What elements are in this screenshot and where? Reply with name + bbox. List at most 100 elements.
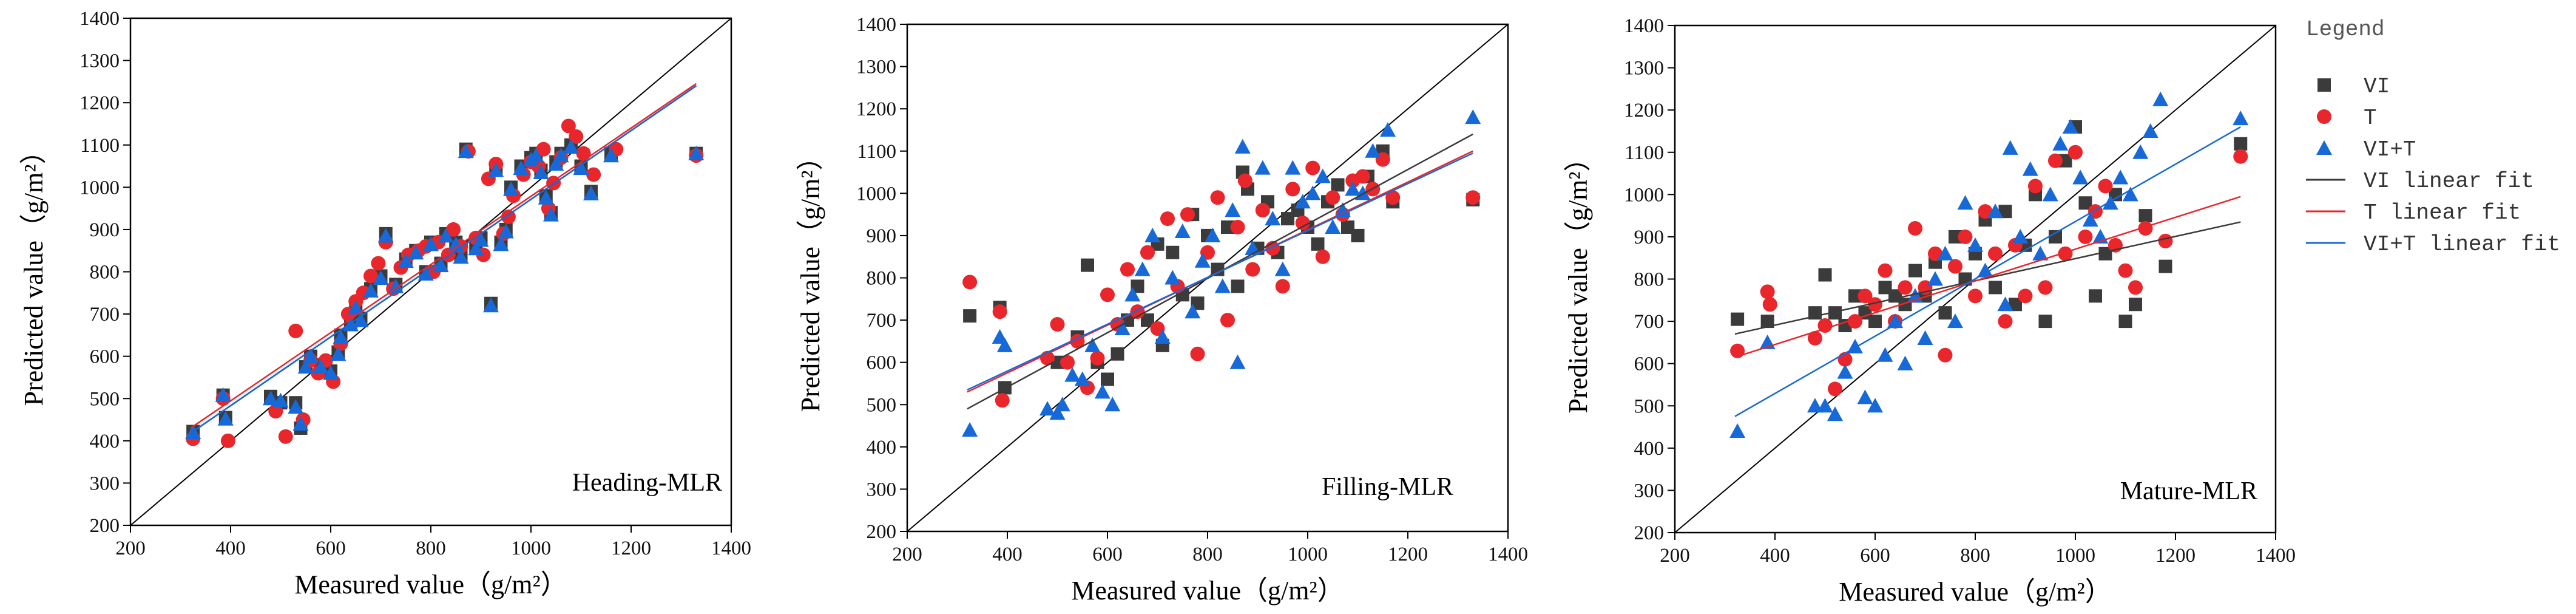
x-axis-label: Measured value（g/m²） (1071, 576, 1344, 605)
point-vit (468, 240, 484, 256)
x-tick-label: 200 (115, 537, 146, 559)
legend-label: VI (2364, 74, 2390, 99)
y-tick-label: 200 (1634, 522, 1665, 544)
point-vit (1205, 227, 1221, 242)
point-vit (453, 249, 469, 264)
x-tick-label: 1000 (2055, 545, 2095, 567)
point-t (2118, 263, 2133, 278)
series-vi (1731, 120, 2248, 333)
point-vi (1818, 268, 1832, 282)
y-tick-label: 300 (1634, 480, 1665, 502)
y-tick-label: 600 (1634, 353, 1665, 375)
point-vit (2072, 169, 2089, 185)
point-t (1908, 221, 1922, 236)
point-vit (1957, 195, 1973, 210)
point-vit (1927, 271, 1943, 286)
point-t (363, 268, 378, 284)
y-tick-label: 600 (867, 352, 897, 374)
point-t (1385, 190, 1401, 205)
point-t (1958, 229, 1973, 244)
point-vi (1191, 296, 1205, 310)
point-vit (1114, 321, 1131, 336)
point-vit (1937, 245, 1953, 261)
point-vit (603, 148, 619, 163)
point-vi (1166, 245, 1180, 259)
point-vit (1254, 160, 1271, 175)
point-t (1828, 381, 1842, 397)
point-vit (2142, 123, 2158, 138)
point-vit (373, 270, 389, 285)
point-vit (303, 348, 319, 363)
point-vit (2112, 169, 2129, 185)
panel-mature-mlr: 200 400 600 800 1000 1200 1400 200 300 400 500 600 7… (1563, 15, 2296, 607)
point-vi (2089, 289, 2102, 303)
y-tick-label: 400 (867, 437, 897, 459)
point-vi (2049, 230, 2062, 244)
point-vit (2102, 195, 2118, 210)
point-t (561, 118, 576, 134)
point-vit (503, 181, 519, 196)
point-vit (438, 228, 454, 243)
point-t (1050, 317, 1065, 332)
point-vi (1311, 237, 1325, 251)
series-vit (185, 139, 705, 439)
series-t (1730, 145, 2248, 397)
y-tick-label: 900 (90, 219, 120, 241)
y-tick-label: 300 (90, 472, 120, 494)
point-t (371, 256, 386, 271)
point-vit (2022, 161, 2038, 176)
point-vi (1211, 262, 1225, 276)
y-tick-label: 500 (867, 394, 897, 416)
point-vit (1174, 223, 1191, 239)
point-vi (2118, 315, 2132, 329)
point-vit (1807, 398, 1823, 413)
y-tick-label: 900 (1634, 227, 1665, 248)
point-vit (323, 365, 339, 380)
point-vit (348, 299, 364, 315)
point-vit (1104, 397, 1121, 412)
point-t (1868, 297, 1882, 312)
point-vit (377, 228, 394, 243)
point-t (1998, 314, 2013, 329)
point-t (536, 142, 551, 157)
y-tick-label: 1300 (79, 50, 120, 72)
point-vi (1731, 312, 1745, 326)
point-vi (1868, 315, 1882, 329)
y-tick-label: 600 (90, 346, 120, 368)
x-tick-label: 200 (1660, 545, 1690, 567)
point-t (1237, 173, 1253, 188)
point-t (1938, 347, 1953, 363)
point-vit (1947, 313, 1963, 329)
point-vit (488, 162, 504, 177)
y-tick-label: 500 (1634, 395, 1665, 417)
point-t (1140, 245, 1155, 260)
point-vit (1214, 278, 1231, 293)
point-vit (1334, 202, 1351, 217)
point-vit (2032, 245, 2049, 261)
y-tick-label: 700 (1634, 311, 1665, 333)
series-t (962, 152, 1481, 408)
point-vi (1938, 306, 1952, 320)
x-axis-label: Measured value（g/m²） (294, 570, 567, 599)
fit-line-t (1734, 196, 2241, 358)
point-t (1760, 284, 1775, 299)
point-vit (1084, 337, 1101, 352)
fit-line-vit (967, 152, 1473, 391)
point-vit (263, 391, 279, 406)
point-vi (1101, 372, 1114, 386)
point-vit (1225, 202, 1241, 217)
point-t (2158, 233, 2173, 248)
point-vi (2129, 298, 2142, 312)
point-vit (2012, 228, 2029, 244)
point-vit (1465, 109, 1481, 125)
y-tick-label: 1300 (1624, 58, 1664, 80)
legend-item: T (2317, 106, 2377, 131)
y-tick-label: 300 (867, 479, 897, 500)
panel-title: Mature-MLR (2120, 477, 2257, 505)
point-t (992, 304, 1007, 319)
point-t (2128, 280, 2143, 295)
point-vi (2058, 154, 2072, 168)
fit-line-t (190, 83, 697, 429)
point-vit (1729, 423, 1746, 438)
point-vit (1877, 347, 1893, 362)
